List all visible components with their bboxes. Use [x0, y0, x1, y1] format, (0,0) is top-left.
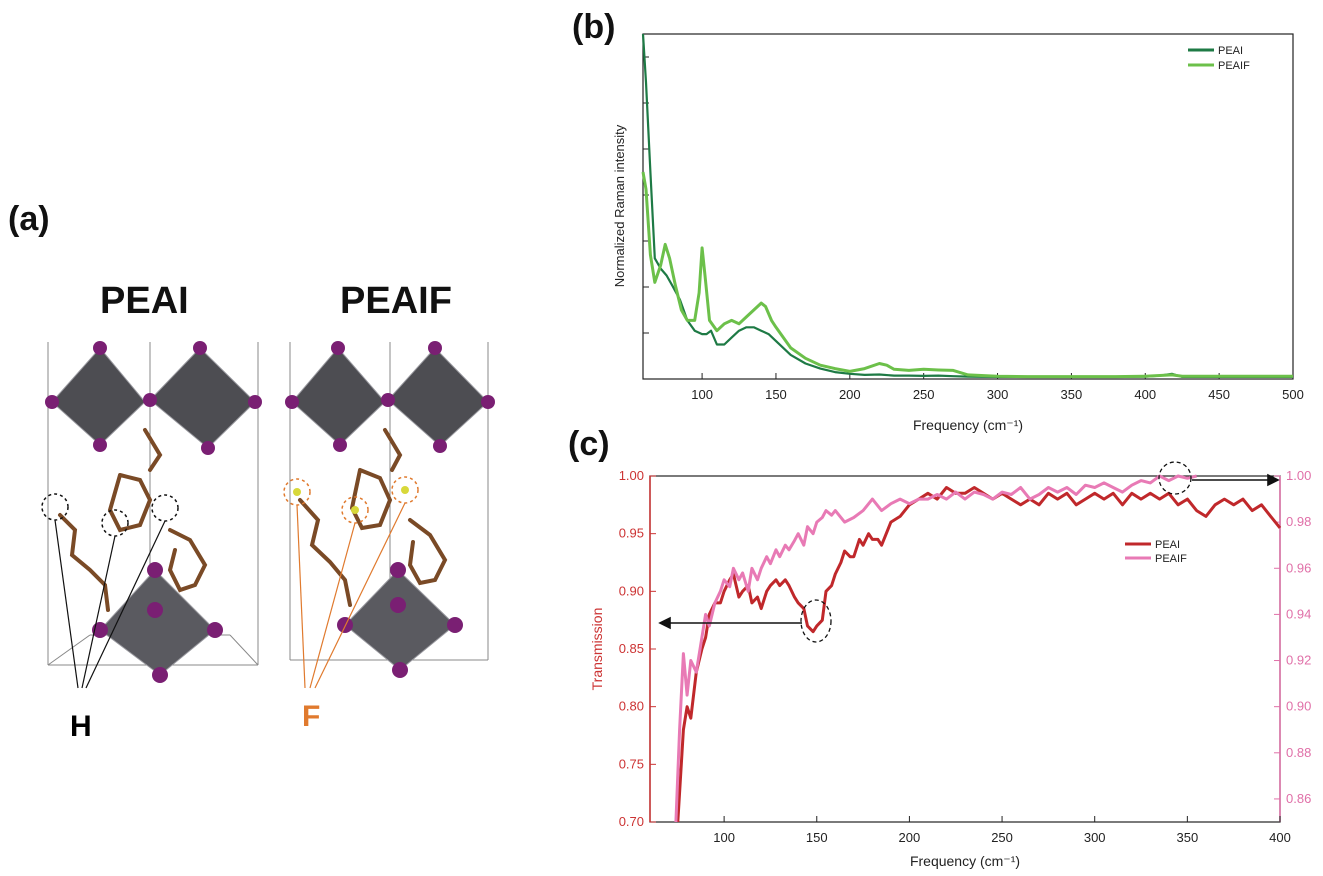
- raman-x-tick-label: 150: [765, 387, 787, 402]
- raman-x-tick-label: 500: [1282, 387, 1304, 402]
- transmission-x-tick-label: 300: [1084, 830, 1106, 845]
- transmission-right-tick-label: 0.88: [1286, 745, 1311, 760]
- raman-legend: PEAI PEAIF: [1188, 45, 1250, 72]
- raman-x-tick-label: 450: [1208, 387, 1230, 402]
- transmission-left-tick-label: 0.90: [619, 583, 644, 598]
- f-atoms: [293, 486, 409, 514]
- raman-x-tick-label: 200: [839, 387, 861, 402]
- raman-x-ticks: 100 150 200 250 300 350 400 450 500: [691, 373, 1304, 402]
- panel-c-letter: (c): [568, 425, 610, 463]
- transmission-x-tick-label: 350: [1177, 830, 1199, 845]
- peaif-structure-title: PEAIF: [340, 280, 452, 322]
- f-label: F: [302, 700, 321, 733]
- transmission-left-tick-label: 0.80: [619, 699, 644, 714]
- f-pointer-lines: [296, 502, 406, 689]
- raman-x-tick-label: 300: [987, 387, 1009, 402]
- transmission-right-tick-label: 0.96: [1286, 560, 1311, 575]
- transmission-right-ticks: 0.86 0.88 0.90 0.92 0.94 0.96 0.98 1.00: [1274, 468, 1311, 806]
- transmission-xlabel: Frequency (cm⁻¹): [910, 853, 1020, 869]
- transmission-right-tick-label: 0.98: [1286, 514, 1311, 529]
- raman-series-lines: [641, 33, 1293, 379]
- transmission-series-lines: [674, 474, 1282, 823]
- peai-structure-title: PEAI: [100, 280, 189, 322]
- transmission-left-tick-label: 1.00: [619, 468, 644, 483]
- transmission-legend-peai: PEAI: [1155, 539, 1180, 551]
- transmission-left-ticks: 0.70 0.75 0.80 0.85 0.90 0.95 1.00: [619, 468, 656, 829]
- transmission-right-tick-label: 0.94: [1286, 606, 1311, 621]
- raman-xlabel: Frequency (cm⁻¹): [913, 417, 1023, 433]
- peaif-organic-chains: [298, 428, 448, 607]
- arrow-to-left-axis: [658, 616, 802, 630]
- annotation-circle-left: [800, 599, 832, 643]
- raman-x-tick-label: 400: [1134, 387, 1156, 402]
- transmission-legend-peaif: PEAIF: [1155, 553, 1187, 565]
- transmission-series-peaif: [674, 474, 1197, 823]
- transmission-left-tick-label: 0.70: [619, 814, 644, 829]
- panel-a-letter: (a): [8, 200, 50, 238]
- annotation-circle-right: [1158, 461, 1192, 495]
- transmission-plot-frame: [649, 475, 1281, 823]
- transmission-right-tick-label: 0.86: [1286, 791, 1311, 806]
- raman-series-peaif: [641, 171, 1293, 379]
- raman-legend-peai: PEAI: [1218, 45, 1243, 57]
- transmission-left-tick-label: 0.85: [619, 641, 644, 656]
- peai-organic-chains: [58, 428, 208, 612]
- octahedra-bottom: [99, 569, 456, 676]
- transmission-left-tick-label: 0.95: [619, 526, 644, 541]
- h-pointer-lines: [54, 519, 166, 689]
- transmission-x-tick-label: 200: [899, 830, 921, 845]
- transmission-x-ticks: 100 150 200 250 300 350 400: [713, 816, 1291, 845]
- raman-ylabel: Normalized Raman intensity: [612, 124, 627, 287]
- transmission-chart: 100 150 200 250 300 350 400 0.700.750.800.850.…: [589, 461, 1311, 869]
- f-atom-markers: [283, 476, 419, 524]
- transmission-legend: PEAI PEAIF: [1125, 539, 1187, 565]
- transmission-series-peai: [676, 486, 1282, 823]
- arrow-to-right-axis: [1192, 473, 1280, 487]
- transmission-x-tick-label: 100: [713, 830, 735, 845]
- transmission-right-tick-label: 0.90: [1286, 699, 1311, 714]
- transmission-x-tick-label: 250: [991, 830, 1013, 845]
- raman-plot-frame: [642, 33, 1294, 380]
- octahedra-top: [51, 347, 489, 449]
- transmission-x-tick-label: 400: [1269, 830, 1291, 845]
- transmission-ylabel: Transmission: [589, 608, 605, 691]
- raman-legend-peaif: PEAIF: [1218, 60, 1250, 72]
- transmission-left-tick-label: 0.75: [619, 756, 644, 771]
- h-label: H: [70, 710, 92, 743]
- transmission-right-tick-label: 1.00: [1286, 468, 1311, 483]
- panel-b-letter: (b): [572, 8, 616, 46]
- raman-x-tick-label: 250: [913, 387, 935, 402]
- crystal-structure-illustration: [41, 341, 495, 689]
- iodine-atoms: [45, 341, 495, 683]
- raman-x-tick-label: 350: [1061, 387, 1083, 402]
- raman-x-tick-label: 100: [691, 387, 713, 402]
- transmission-x-tick-label: 150: [806, 830, 828, 845]
- transmission-right-tick-label: 0.92: [1286, 653, 1311, 668]
- raman-series-peai: [641, 33, 1293, 378]
- raman-spectrum-chart: 100 150 200 250 300 350 400 450 500 Normalized R…: [612, 33, 1304, 433]
